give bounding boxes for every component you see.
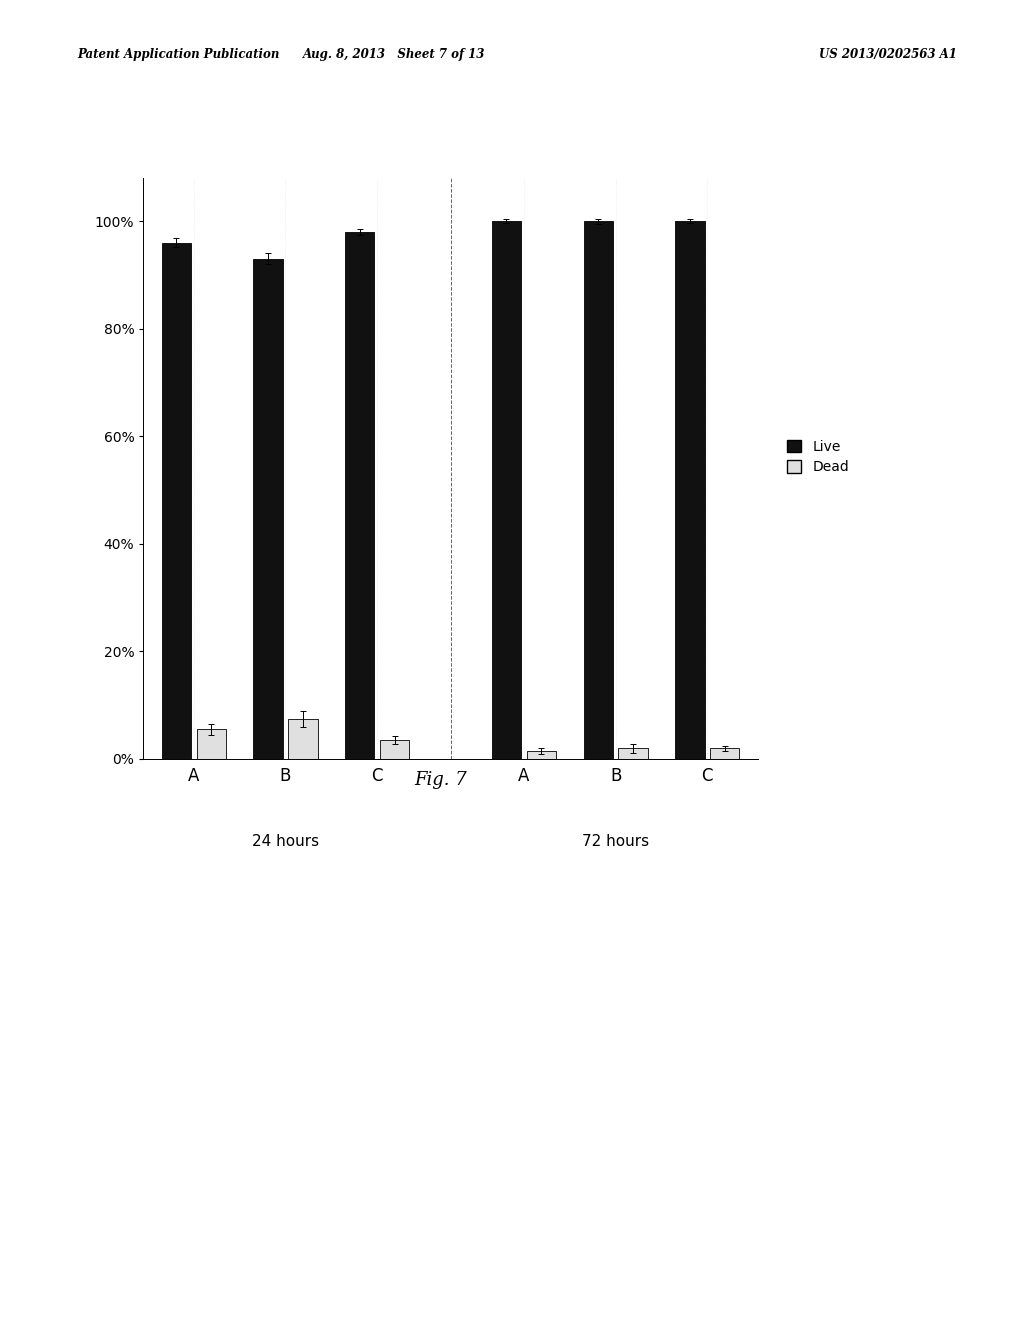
- Bar: [380, 741, 410, 759]
- Text: 72 hours: 72 hours: [582, 834, 649, 849]
- Legend: Live, Dead: Live, Dead: [783, 436, 853, 479]
- Text: 24 hours: 24 hours: [252, 834, 319, 849]
- Bar: [288, 718, 317, 759]
- Bar: [584, 222, 613, 759]
- Text: Patent Application Publication: Patent Application Publication: [77, 48, 280, 61]
- Bar: [345, 232, 375, 759]
- Bar: [253, 259, 283, 759]
- Bar: [526, 751, 556, 759]
- Text: Fig. 7: Fig. 7: [414, 771, 467, 789]
- Bar: [675, 222, 705, 759]
- Text: Aug. 8, 2013   Sheet 7 of 13: Aug. 8, 2013 Sheet 7 of 13: [303, 48, 485, 61]
- Bar: [492, 222, 521, 759]
- Bar: [197, 730, 226, 759]
- Bar: [618, 748, 648, 759]
- Bar: [710, 748, 739, 759]
- Bar: [162, 243, 191, 759]
- Text: US 2013/0202563 A1: US 2013/0202563 A1: [819, 48, 957, 61]
